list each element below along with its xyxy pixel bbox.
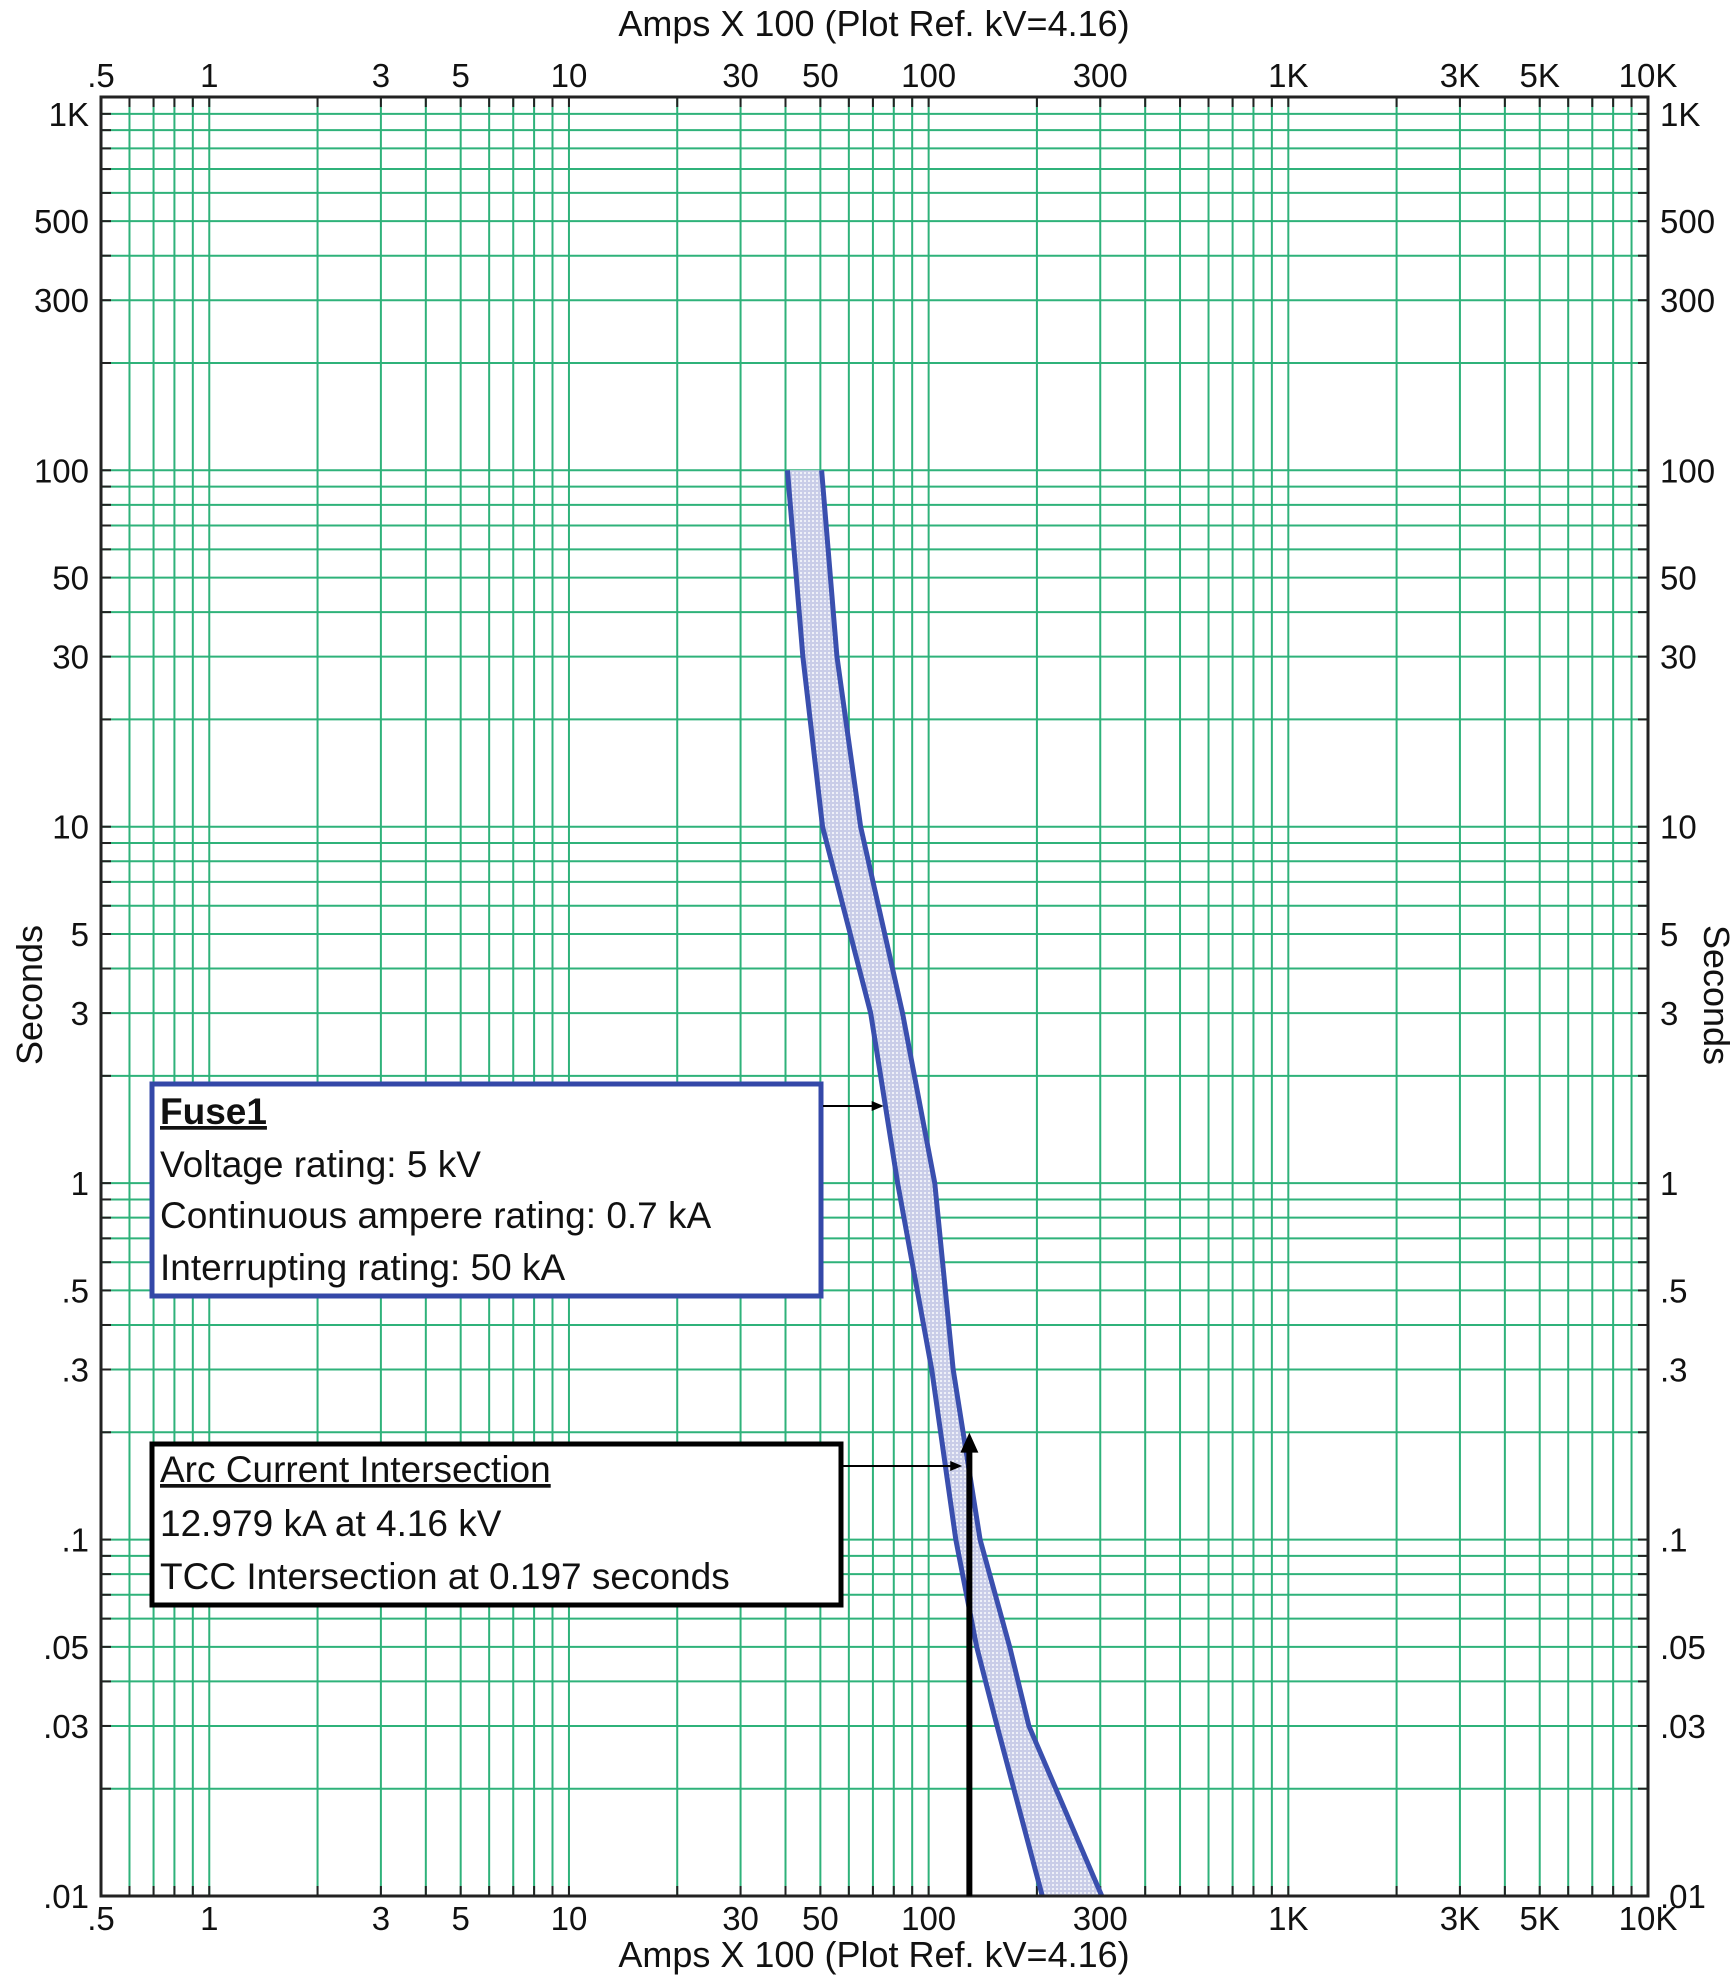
x-tick-label-top: 3K: [1440, 57, 1480, 94]
x-tick-label-bottom: 3K: [1440, 1900, 1480, 1937]
y-tick-label-left: 30: [52, 639, 89, 676]
fuse-interrupting-rating: Interrupting rating: 50 kA: [160, 1247, 565, 1288]
y-tick-label-left: 500: [34, 203, 89, 240]
plot-frame: [99, 95, 1650, 1898]
y-tick-label-right: 10: [1660, 809, 1697, 846]
y-tick-label-left: .03: [43, 1708, 89, 1745]
fuse-voltage-rating: Voltage rating: 5 kV: [160, 1144, 481, 1185]
y-tick-label-left: 1K: [49, 96, 89, 133]
x-tick-label-bottom: 3: [372, 1900, 390, 1937]
y-tick-label-right: 5: [1660, 916, 1678, 953]
tick-labels: .5 .5 1 1 3 3 5 5 10 10 30 30 50 50 100 100 300 300 1K 1K 3K…: [34, 57, 1715, 1937]
x-tick-label-top: 10K: [1619, 57, 1678, 94]
x-tick-label-top: 5K: [1520, 57, 1560, 94]
arc-current-line: [960, 1432, 979, 1896]
y-tick-label-right: 3: [1660, 995, 1678, 1032]
x-tick-label-top: 1: [200, 57, 218, 94]
y-tick-label-right: 500: [1660, 203, 1715, 240]
y-tick-label-left: .1: [61, 1522, 89, 1559]
x-tick-label-bottom: 10K: [1619, 1900, 1678, 1937]
minimum-melt-curve: [784, 470, 1045, 1897]
y-tick-label-right: .1: [1660, 1522, 1688, 1559]
arc-annotation-box: Arc Current Intersection 12.979 kA at 4.…: [149, 1441, 844, 1608]
y-tick-label-right: 1: [1660, 1165, 1678, 1202]
y-tick-label-left: 300: [34, 282, 89, 319]
plot-border: [99, 95, 1650, 1898]
x-tick-label-top: 10: [551, 57, 588, 94]
y-tick-label-left: 50: [52, 560, 89, 597]
x-tick-label-top: 100: [901, 57, 956, 94]
y-tick-label-right: 300: [1660, 282, 1715, 319]
x-axis-title-bottom: Amps X 100 (Plot Ref. kV=4.16): [618, 1934, 1129, 1975]
y-axis-title-left: Seconds: [9, 925, 50, 1065]
arc-pointer-arrow: [843, 1461, 963, 1471]
y-tick-label-right: 30: [1660, 639, 1697, 676]
y-tick-label-right: .3: [1660, 1352, 1688, 1389]
arc-current-value: 12.979 kA at 4.16 kV: [160, 1503, 502, 1544]
y-tick-label-left: 10: [52, 809, 89, 846]
fuse-band: [784, 470, 1105, 1897]
y-tick-label-right: 1K: [1660, 96, 1700, 133]
x-tick-label-bottom: 100: [901, 1900, 956, 1937]
x-tick-label-top: 300: [1073, 57, 1128, 94]
y-tick-label-left: .05: [43, 1629, 89, 1666]
y-tick-label-right: 50: [1660, 560, 1697, 597]
y-axis-title-right: Seconds: [1696, 925, 1733, 1065]
y-tick-label-left: 1: [71, 1165, 89, 1202]
y-tick-label-left: .01: [43, 1878, 89, 1915]
x-tick-label-bottom: 50: [802, 1900, 839, 1937]
arrowhead-icon: [960, 1432, 979, 1453]
x-tick-label-bottom: 5: [452, 1900, 470, 1937]
total-clearing-curve: [819, 470, 1105, 1897]
y-tick-label-right: .03: [1660, 1708, 1706, 1745]
y-tick-label-right: 100: [1660, 452, 1715, 489]
arrowhead-icon: [950, 1461, 963, 1471]
fuse-title: Fuse1: [160, 1091, 267, 1132]
y-tick-label-left: .5: [61, 1272, 89, 1309]
x-tick-label-bottom: 30: [722, 1900, 759, 1937]
fuse-continuous-rating: Continuous ampere rating: 0.7 kA: [160, 1195, 712, 1236]
x-tick-label-bottom: 1K: [1268, 1900, 1308, 1937]
x-tick-label-bottom: .5: [87, 1900, 115, 1937]
x-tick-label-bottom: 1: [200, 1900, 218, 1937]
y-tick-label-right: .5: [1660, 1272, 1688, 1309]
y-tick-label-right: .01: [1660, 1878, 1706, 1915]
y-tick-label-right: .05: [1660, 1629, 1706, 1666]
x-tick-label-bottom: 300: [1073, 1900, 1128, 1937]
x-tick-label-bottom: 5K: [1520, 1900, 1560, 1937]
x-axis-title-top: Amps X 100 (Plot Ref. kV=4.16): [618, 3, 1129, 44]
x-tick-label-top: 1K: [1268, 57, 1308, 94]
x-tick-label-top: 3: [372, 57, 390, 94]
x-tick-label-top: 50: [802, 57, 839, 94]
fuse-annotation-box: Fuse1 Voltage rating: 5 kV Continuous am…: [149, 1081, 824, 1299]
y-tick-label-left: 3: [71, 995, 89, 1032]
arrowhead-icon: [871, 1101, 884, 1111]
y-tick-label-left: 5: [71, 916, 89, 953]
arc-intersection-time: TCC Intersection at 0.197 seconds: [160, 1556, 730, 1597]
x-tick-label-top: .5: [87, 57, 115, 94]
y-tick-label-left: .3: [61, 1352, 89, 1389]
fuse-band-fill: [787, 470, 1102, 1896]
arc-title: Arc Current Intersection: [160, 1449, 551, 1490]
y-tick-label-left: 100: [34, 452, 89, 489]
x-tick-label-bottom: 10: [551, 1900, 588, 1937]
fuse-pointer-arrow: [823, 1101, 884, 1111]
x-tick-label-top: 5: [452, 57, 470, 94]
x-tick-label-top: 30: [722, 57, 759, 94]
